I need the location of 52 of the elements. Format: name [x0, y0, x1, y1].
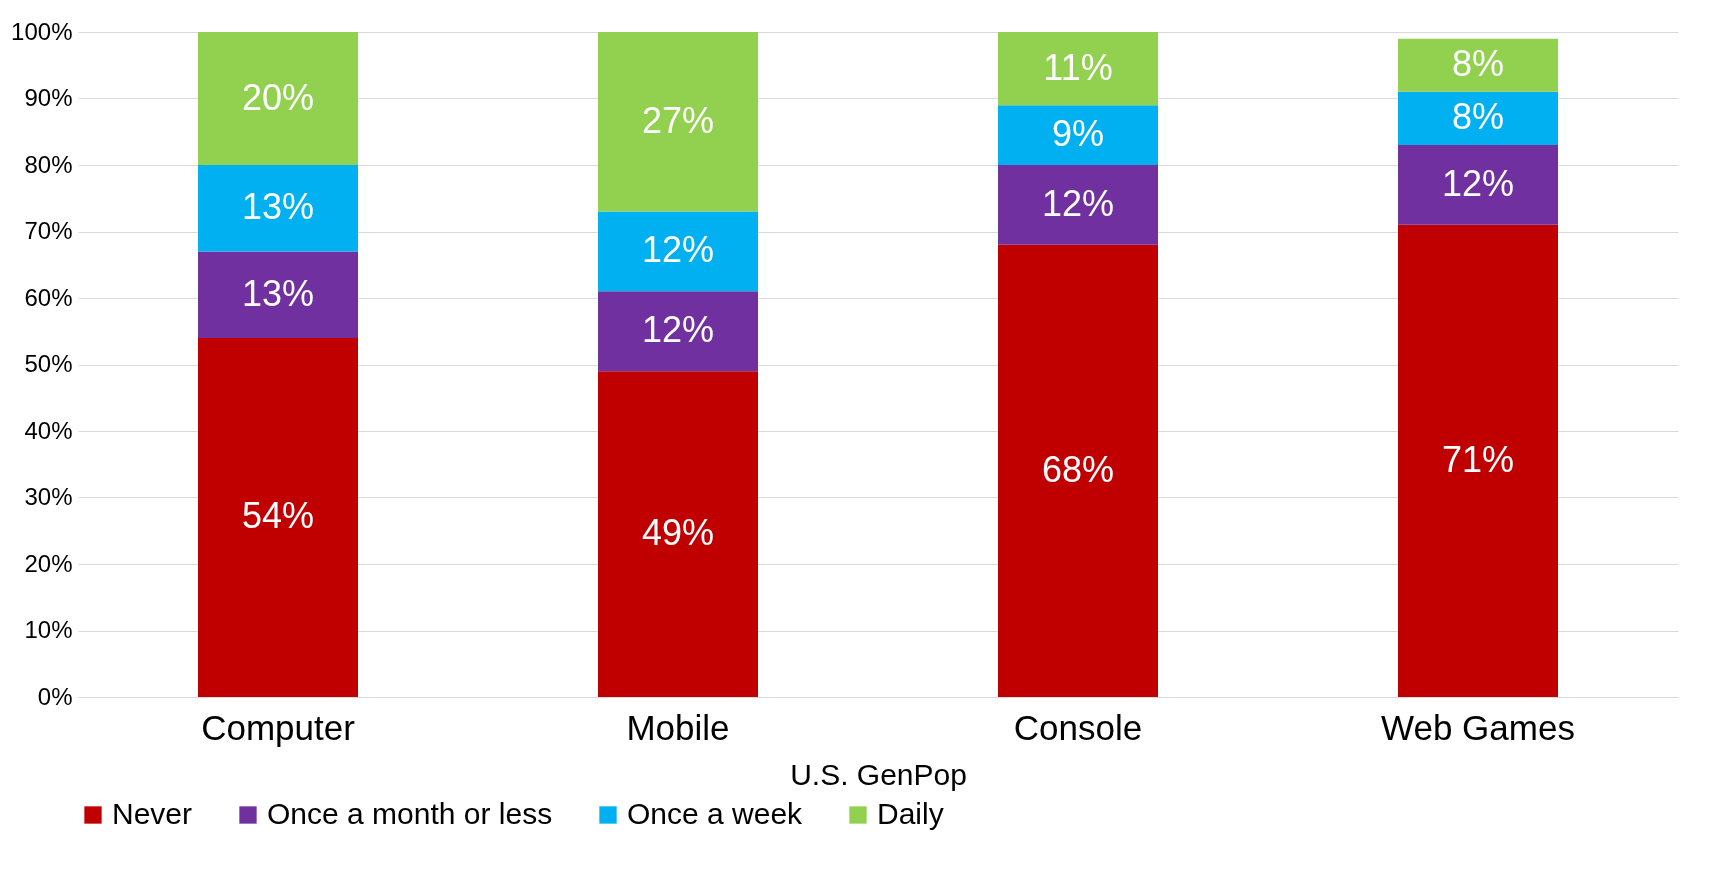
data-label: 71%: [1441, 438, 1515, 480]
y-tick-label: 90%: [24, 84, 73, 111]
data-label: 12%: [641, 229, 715, 271]
data-label: 13%: [241, 272, 315, 314]
data-label: 20%: [241, 76, 315, 118]
x-tick-label: Mobile: [626, 707, 730, 747]
y-tick-label: 80%: [24, 150, 73, 178]
bar: [998, 105, 1158, 165]
data-label: 49%: [641, 512, 715, 554]
y-tick-label: 40%: [24, 416, 73, 444]
data-label: 68%: [1041, 448, 1115, 490]
bar: [598, 211, 758, 292]
y-tick-label: 70%: [24, 217, 73, 244]
y-tick-label: 10%: [24, 616, 73, 643]
bar: [198, 165, 358, 252]
data-label: 12%: [1441, 162, 1515, 204]
bar: [998, 165, 1158, 245]
bar: [1398, 224, 1558, 697]
bar: [1398, 91, 1558, 146]
bar: [198, 251, 358, 338]
bar: [1398, 145, 1558, 225]
data-label: 27%: [641, 99, 715, 141]
data-label: 13%: [241, 186, 315, 228]
data-label: 54%: [241, 495, 315, 537]
bar: [198, 32, 358, 165]
bar: [598, 291, 758, 372]
data-label: 11%: [1043, 46, 1113, 88]
y-tick-label: 60%: [24, 283, 73, 311]
x-tick-label: Computer: [201, 707, 356, 747]
data-label: 8%: [1451, 96, 1505, 138]
x-tick-label: Web Games: [1381, 707, 1575, 747]
y-tick-label: 20%: [24, 549, 73, 577]
bar: [598, 371, 758, 697]
y-tick-label: 100%: [11, 17, 73, 45]
x-axis-title: U.S. GenPop: [790, 757, 967, 791]
y-tick-label: 30%: [24, 483, 73, 510]
legend-label: Once a month or less: [267, 797, 553, 830]
legend-label: Once a week: [627, 797, 804, 830]
bar: [998, 244, 1158, 697]
data-label: 8%: [1451, 43, 1505, 85]
bar: [198, 337, 358, 697]
x-tick-label: Console: [1013, 707, 1143, 747]
y-tick-label: 0%: [37, 682, 73, 710]
data-label: 12%: [641, 309, 715, 351]
legend-label: Never: [112, 797, 193, 830]
data-label: 12%: [1041, 182, 1115, 224]
legend-label: Daily: [877, 797, 944, 830]
data-label: 9%: [1051, 113, 1105, 155]
bar: [1398, 38, 1558, 92]
bar: [598, 32, 758, 212]
bar: [998, 32, 1158, 106]
y-tick-label: 50%: [24, 350, 73, 377]
